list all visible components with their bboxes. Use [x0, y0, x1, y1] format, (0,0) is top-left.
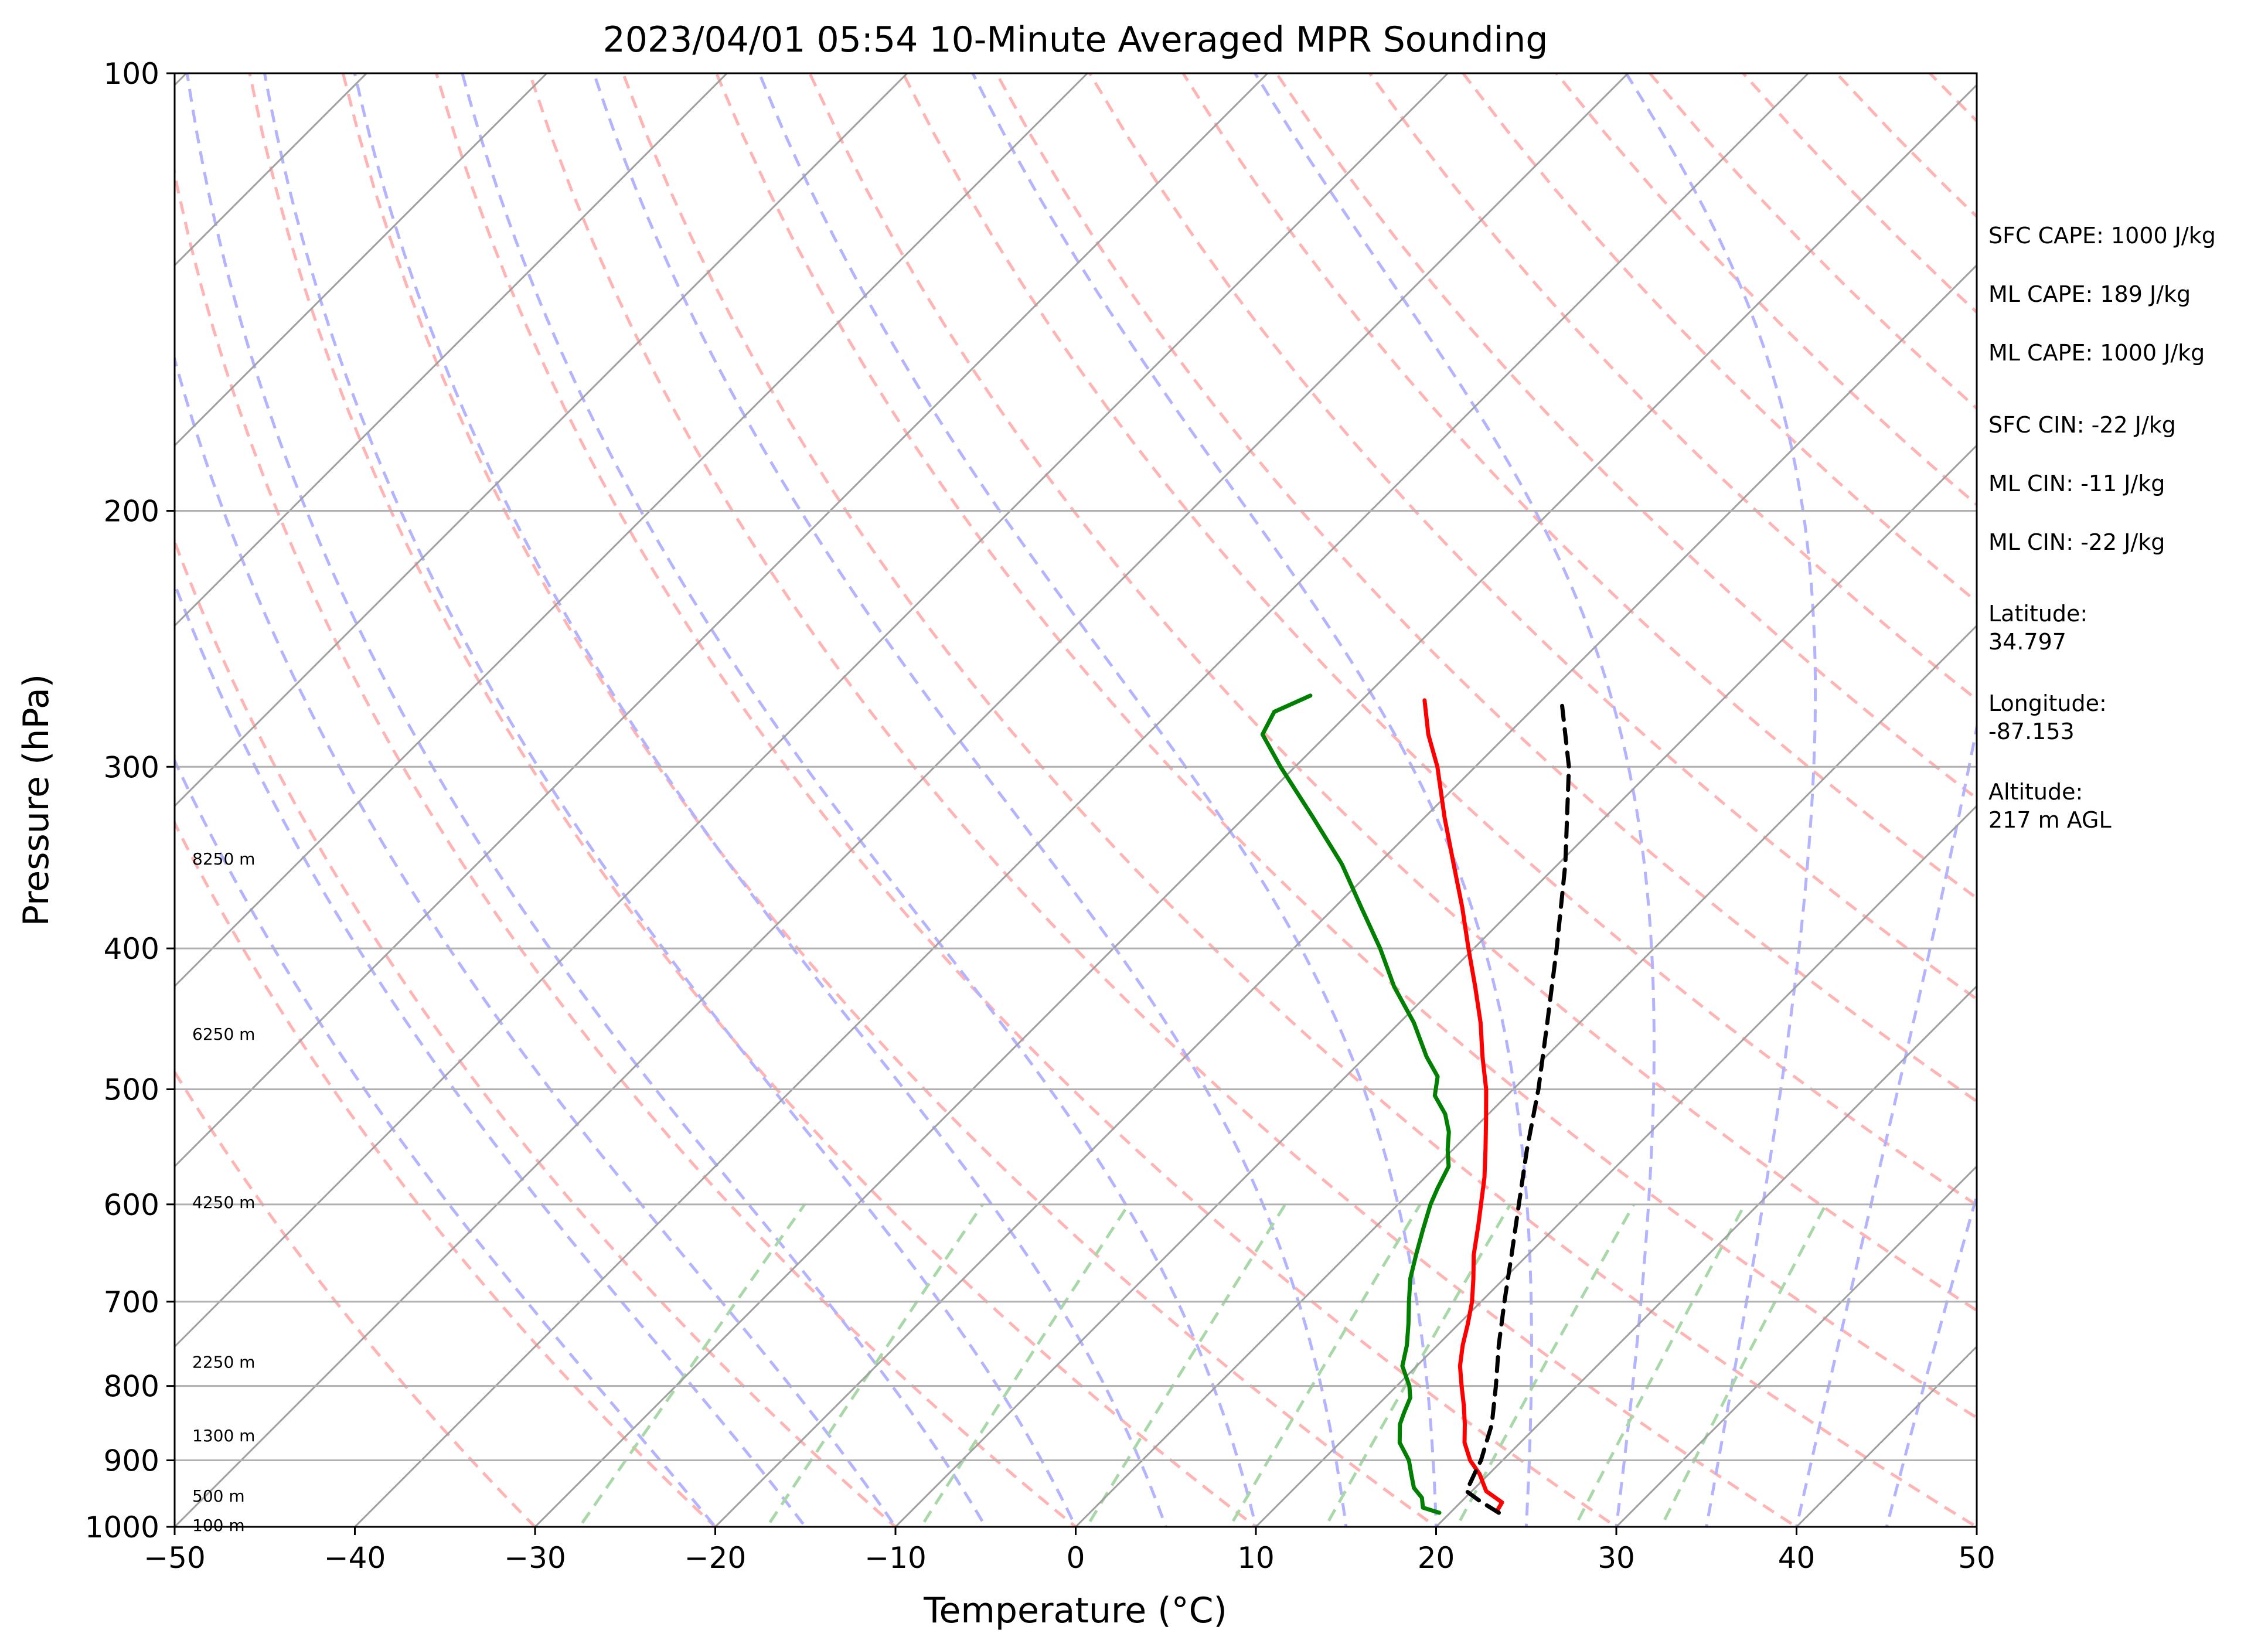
- y-tick-label: 900: [104, 1444, 159, 1478]
- x-tick-label: 50: [1958, 1541, 1995, 1575]
- background-lines: [175, 73, 1977, 1527]
- stat-ml-cape-2: ML CAPE: 1000 J/kg: [1988, 340, 2205, 366]
- isotherm: [894, 444, 1977, 1527]
- x-tick-label: −20: [685, 1541, 747, 1575]
- height-labels: 100 m 500 m 1300 m 2250 m 4250 m 6250 m 8250 m: [192, 849, 255, 1535]
- height-label: 100 m: [192, 1516, 245, 1535]
- height-label: 2250 m: [192, 1352, 255, 1372]
- y-tick-label: 500: [104, 1073, 159, 1107]
- y-tick-label: 400: [104, 932, 159, 966]
- height-label: 8250 m: [192, 849, 255, 869]
- x-tick-label: 40: [1778, 1541, 1816, 1575]
- mixing-ratio-line: [1323, 1203, 1512, 1527]
- stats-panel: SFC CAPE: 1000 J/kg ML CAPE: 189 J/kg ML…: [1988, 223, 2216, 833]
- mixing-ratio-line: [1455, 1203, 1636, 1527]
- moist-adiabat: [263, 73, 1078, 1527]
- mixing-ratio-line: [1085, 1203, 1287, 1527]
- dry-adiabat: [1088, 73, 1977, 1001]
- dry-adiabat: [901, 73, 1977, 1207]
- dry-adiabat: [248, 73, 1259, 1527]
- moist-adiabat: [1794, 720, 1977, 1527]
- x-tick-label: 0: [1067, 1541, 1085, 1575]
- y-tick-label: 1000: [85, 1510, 159, 1544]
- y-tick-label: 800: [104, 1370, 159, 1404]
- stat-sfc-cape: SFC CAPE: 1000 J/kg: [1988, 223, 2216, 249]
- mixing-ratio-line: [1573, 1203, 1746, 1527]
- y-tick-label: 700: [104, 1285, 159, 1319]
- x-axis-label: Temperature (°C): [923, 1590, 1227, 1631]
- moist-adiabat: [971, 73, 1533, 1527]
- temperature-line: [1422, 698, 1504, 1513]
- dry-adiabat: [175, 537, 898, 1527]
- isotherm: [175, 73, 1089, 988]
- mixing-ratio-line: [1659, 1203, 1827, 1527]
- altitude-label: Altitude:: [1988, 779, 2083, 805]
- parcel-path-line: [1464, 698, 1571, 1515]
- height-label: 6250 m: [192, 1025, 255, 1044]
- height-label: 4250 m: [192, 1193, 255, 1212]
- moist-adiabat: [1885, 1190, 1977, 1527]
- isotherm: [533, 83, 1977, 1527]
- moist-adiabat: [1254, 73, 1656, 1527]
- moist-adiabat: [353, 73, 1167, 1527]
- x-tick-label: 20: [1418, 1541, 1455, 1575]
- x-tick-label: −30: [504, 1541, 566, 1575]
- isotherm: [1615, 1165, 1977, 1527]
- moist-adiabat: [175, 757, 717, 1527]
- moist-adiabat: [175, 580, 808, 1527]
- stat-sfc-cin: SFC CIN: -22 J/kg: [1988, 412, 2176, 438]
- mixing-ratio-line: [1228, 1203, 1422, 1527]
- x-tick-label: −50: [144, 1541, 206, 1575]
- moist-adiabat: [1625, 73, 1817, 1527]
- isotherm: [175, 73, 1449, 1348]
- stat-ml-cin-1: ML CIN: -11 J/kg: [1988, 471, 2165, 496]
- isotherm: [1435, 985, 1977, 1527]
- dewpoint-line: [1260, 693, 1451, 1515]
- y-tick-label: 600: [104, 1188, 159, 1222]
- y-axis-label: Pressure (hPa): [16, 674, 57, 926]
- isotherm: [1254, 804, 1977, 1527]
- isotherm: [353, 73, 1810, 1527]
- chart-title: 2023/04/01 05:54 10-Minute Averaged MPR …: [603, 19, 1548, 60]
- isotherm: [175, 73, 1269, 1168]
- mixing-ratio-line: [577, 1203, 806, 1527]
- stat-ml-cape-1: ML CAPE: 189 J/kg: [1988, 281, 2191, 307]
- moist-adiabat: [175, 353, 898, 1527]
- isotherm: [175, 73, 549, 447]
- x-tick-label: −40: [324, 1541, 386, 1575]
- x-tick-label: 10: [1237, 1541, 1275, 1575]
- y-tick-label: 300: [104, 750, 159, 784]
- y-tick-label: 100: [104, 57, 159, 91]
- dry-adiabat: [621, 73, 1977, 1527]
- isotherm: [175, 73, 1630, 1527]
- x-tick-label: 30: [1598, 1541, 1635, 1575]
- height-label: 1300 m: [192, 1426, 255, 1445]
- y-tick-label: 200: [104, 495, 159, 529]
- longitude-label: Longitude:: [1988, 690, 2107, 716]
- latitude-value: 34.797: [1988, 629, 2066, 655]
- altitude-value: 217 m AGL: [1988, 807, 2112, 833]
- stat-ml-cin-2: ML CIN: -22 J/kg: [1988, 529, 2165, 555]
- height-label: 500 m: [192, 1486, 245, 1506]
- dry-adiabat: [715, 73, 1977, 1420]
- longitude-value: -87.153: [1988, 719, 2075, 744]
- isotherm: [175, 73, 728, 627]
- x-tick-label: −10: [864, 1541, 927, 1575]
- profile-lines: [1260, 693, 1571, 1515]
- axis-ticks: −50 −40 −30 −20 −10 0 10 20 30 40 50 100 200 300 400 50…: [85, 57, 1995, 1575]
- dry-adiabat: [175, 819, 718, 1527]
- isotherm: [175, 73, 909, 808]
- latitude-label: Latitude:: [1988, 601, 2087, 627]
- moist-adiabat: [758, 73, 1438, 1527]
- isotherm: [714, 264, 1977, 1527]
- dry-adiabat: [995, 73, 1977, 1104]
- dry-adiabat: [1275, 73, 1977, 801]
- mixing-ratio-line: [919, 1203, 1130, 1527]
- moist-adiabat: [461, 73, 1258, 1527]
- moist-adiabat: [185, 73, 987, 1527]
- isotherm: [1074, 624, 1977, 1527]
- dry-adiabat: [341, 73, 1439, 1527]
